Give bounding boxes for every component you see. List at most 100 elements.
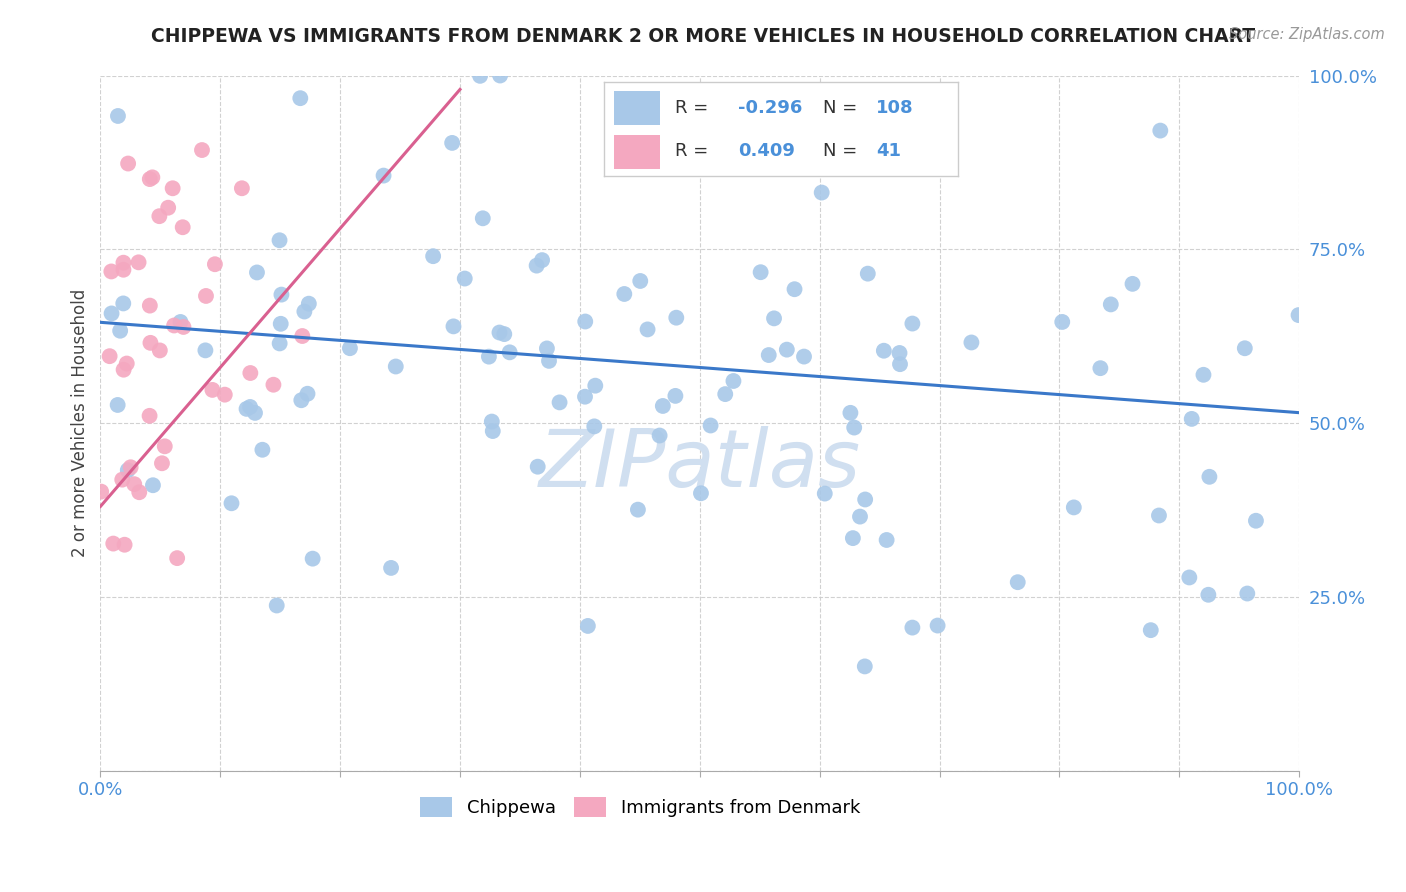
Point — [98, 349, 121, 363]
Point — [112, 256, 135, 270]
Point — [690, 486, 713, 500]
Point — [636, 122, 658, 136]
Point — [714, 387, 737, 401]
Point — [758, 348, 780, 362]
Point — [169, 315, 191, 329]
Point — [763, 311, 786, 326]
Point — [1192, 368, 1215, 382]
Point — [422, 249, 444, 263]
Point — [574, 314, 596, 328]
Point — [221, 496, 243, 510]
Point — [844, 420, 866, 434]
Point — [651, 399, 673, 413]
Point — [454, 271, 477, 285]
Legend: Chippewa, Immigrants from Denmark: Chippewa, Immigrants from Denmark — [412, 790, 868, 824]
Point — [699, 418, 721, 433]
Point — [583, 419, 606, 434]
Point — [783, 282, 806, 296]
Point — [380, 561, 402, 575]
Point — [108, 324, 131, 338]
Point — [297, 386, 319, 401]
Point — [1007, 575, 1029, 590]
Point — [112, 262, 135, 277]
Point — [1197, 588, 1219, 602]
Point — [290, 91, 312, 105]
Point — [1236, 586, 1258, 600]
Point — [142, 478, 165, 492]
Point — [576, 619, 599, 633]
Point — [849, 509, 872, 524]
Point — [301, 551, 323, 566]
Point — [235, 401, 257, 416]
Point — [266, 599, 288, 613]
Point — [162, 181, 184, 195]
Text: CHIPPEWA VS IMMIGRANTS FROM DENMARK 2 OR MORE VEHICLES IN HOUSEHOLD CORRELATION : CHIPPEWA VS IMMIGRANTS FROM DENMARK 2 OR… — [150, 27, 1256, 45]
Point — [191, 54, 214, 69]
Point — [339, 341, 361, 355]
Point — [149, 343, 172, 358]
Point — [172, 220, 194, 235]
Point — [1063, 500, 1085, 515]
Point — [252, 442, 274, 457]
Point — [537, 354, 560, 368]
Point — [526, 459, 548, 474]
Point — [139, 172, 162, 186]
Point — [901, 621, 924, 635]
Point — [637, 322, 659, 336]
Point — [1090, 361, 1112, 376]
Point — [1149, 123, 1171, 137]
Point — [583, 378, 606, 392]
Point — [204, 257, 226, 271]
Point — [1139, 623, 1161, 637]
Point — [723, 374, 745, 388]
Point — [120, 460, 142, 475]
Point — [195, 289, 218, 303]
Y-axis label: 2 or more Vehicles in Household: 2 or more Vehicles in Household — [72, 289, 89, 558]
Point — [122, 477, 145, 491]
Point — [112, 296, 135, 310]
Point — [613, 287, 636, 301]
Point — [107, 398, 129, 412]
Point — [665, 310, 688, 325]
Point — [481, 424, 503, 438]
Point — [814, 486, 837, 500]
Point — [128, 485, 150, 500]
Point — [498, 345, 520, 359]
Point — [141, 170, 163, 185]
Point — [749, 265, 772, 279]
Point — [901, 317, 924, 331]
Point — [270, 317, 292, 331]
Point — [531, 253, 554, 268]
Point — [194, 343, 217, 358]
Point — [793, 350, 815, 364]
Point — [627, 502, 650, 516]
Point — [1099, 297, 1122, 311]
Point — [269, 233, 291, 247]
Point — [927, 618, 949, 632]
Point — [776, 343, 799, 357]
Point — [231, 181, 253, 195]
Point — [1147, 508, 1170, 523]
Point — [117, 156, 139, 170]
Point — [664, 389, 686, 403]
Point — [856, 267, 879, 281]
Point — [298, 296, 321, 310]
Point — [139, 299, 162, 313]
Point — [214, 387, 236, 401]
Point — [810, 186, 832, 200]
Point — [889, 357, 911, 371]
Point — [1121, 277, 1143, 291]
Point — [172, 320, 194, 334]
Point — [443, 319, 465, 334]
Point — [262, 377, 284, 392]
Point — [90, 484, 112, 499]
Point — [853, 659, 876, 673]
Point — [103, 536, 125, 550]
Point — [100, 264, 122, 278]
Point — [853, 492, 876, 507]
Point — [269, 336, 291, 351]
Point — [112, 362, 135, 376]
Point — [153, 439, 176, 453]
Point — [384, 359, 406, 374]
Point — [478, 350, 501, 364]
